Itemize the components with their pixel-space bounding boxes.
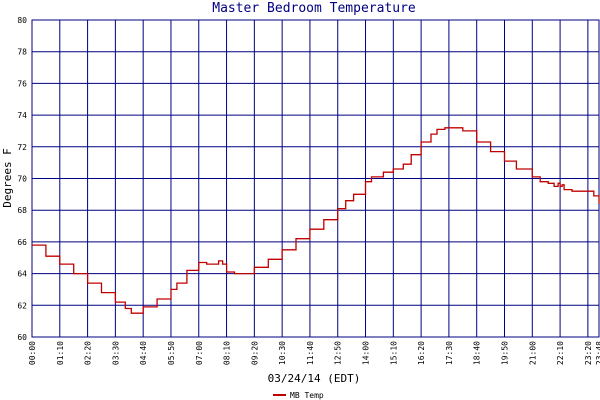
x-tick-label: 15:10: [389, 341, 398, 365]
y-tick-label: 64: [17, 270, 27, 279]
x-tick-label: 19:50: [501, 341, 510, 365]
x-tick-label: 00:00: [28, 341, 37, 365]
legend-label: MB Temp: [290, 391, 324, 400]
x-tick-label: 14:00: [362, 341, 371, 365]
series-layer: [32, 127, 600, 314]
x-tick-label: 01:10: [56, 341, 65, 365]
x-tick-label: 22:10: [556, 341, 565, 365]
y-tick-label: 60: [17, 333, 27, 342]
x-tick-label: 12:50: [334, 341, 343, 365]
y-tick-label: 76: [17, 79, 27, 88]
y-axis-label: Degrees F: [1, 148, 14, 208]
x-tick-label: 17:30: [445, 341, 454, 365]
legend: MB Temp: [273, 391, 324, 400]
chart-title: Master Bedroom Temperature: [212, 1, 416, 16]
y-tick-label: 80: [17, 16, 27, 25]
y-tick-label: 74: [17, 111, 27, 120]
x-tick-label: 11:40: [306, 341, 315, 365]
x-tick-label: 05:50: [167, 341, 176, 365]
x-tick-label: 02:20: [84, 341, 93, 365]
x-axis-label: 03/24/14 (EDT): [268, 372, 361, 385]
x-tick-label: 03:30: [111, 341, 120, 365]
x-tick-label: 23:48: [595, 341, 600, 365]
y-tick-label: 66: [17, 238, 27, 247]
y-tick-label: 62: [17, 301, 27, 310]
x-tick-label: 09:20: [250, 341, 259, 365]
chart-grid: [31, 19, 600, 338]
y-tick-label: 78: [17, 48, 27, 57]
x-tick-label: 08:10: [223, 341, 232, 365]
x-tick-label: 23:20: [584, 341, 593, 365]
x-tick-label: 16:20: [417, 341, 426, 365]
series-line: [32, 127, 600, 314]
y-tick-label: 68: [17, 206, 27, 215]
plot-frame: [31, 19, 600, 338]
y-tick-label: 72: [17, 143, 27, 152]
x-tick-label: 07:00: [195, 341, 204, 365]
y-tick-label: 70: [17, 175, 27, 184]
x-tick-label: 21:00: [528, 341, 537, 365]
x-tick-label: 10:30: [278, 341, 287, 365]
y-tick-labels: 60 62 64 66 68 70 72 74 76 78 80: [17, 16, 27, 342]
x-tick-labels: 00:00 01:10 02:20 03:30 04:40 05:50 07:00 08:10…: [28, 341, 600, 365]
x-tick-label: 04:40: [139, 341, 148, 365]
x-tick-label: 18:40: [473, 341, 482, 365]
